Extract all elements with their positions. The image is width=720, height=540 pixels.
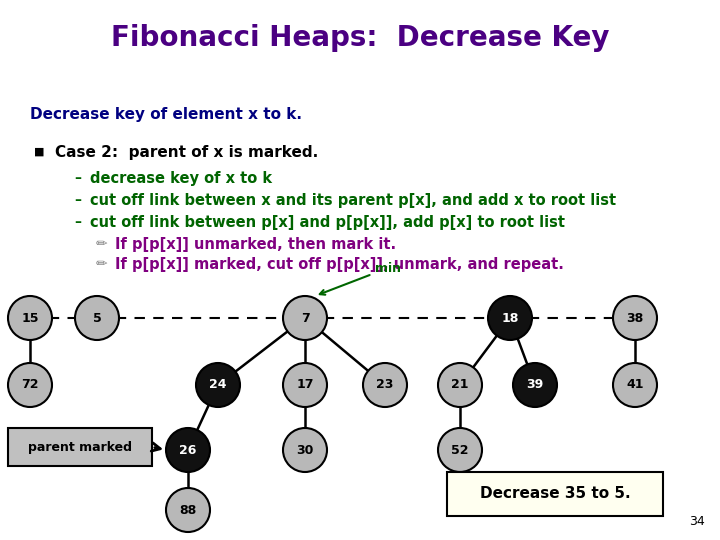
Text: 23: 23 [377, 379, 394, 392]
Text: ■: ■ [34, 147, 44, 157]
Text: parent marked: parent marked [28, 441, 132, 454]
Text: cut off link between p[x] and p[p[x]], add p[x] to root list: cut off link between p[x] and p[p[x]], a… [90, 214, 565, 230]
Text: 24: 24 [210, 379, 227, 392]
Text: If p[p[x]] unmarked, then mark it.: If p[p[x]] unmarked, then mark it. [115, 237, 396, 252]
Text: ✏: ✏ [95, 237, 107, 251]
Text: –: – [74, 215, 81, 229]
Text: 21: 21 [451, 379, 469, 392]
Circle shape [8, 296, 52, 340]
Circle shape [196, 363, 240, 407]
FancyBboxPatch shape [447, 472, 663, 516]
Text: 17: 17 [296, 379, 314, 392]
Text: 88: 88 [179, 503, 197, 516]
Text: ✏: ✏ [95, 257, 107, 271]
Text: 41: 41 [626, 379, 644, 392]
Circle shape [283, 363, 327, 407]
Text: –: – [74, 171, 81, 185]
Text: Fibonacci Heaps:  Decrease Key: Fibonacci Heaps: Decrease Key [111, 24, 609, 52]
Text: 18: 18 [501, 312, 518, 325]
Circle shape [166, 428, 210, 472]
Text: Decrease 35 to 5.: Decrease 35 to 5. [480, 487, 630, 502]
Text: 38: 38 [626, 312, 644, 325]
Circle shape [613, 363, 657, 407]
Text: cut off link between x and its parent p[x], and add x to root list: cut off link between x and its parent p[… [90, 192, 616, 207]
Text: –: – [74, 193, 81, 207]
Text: 5: 5 [93, 312, 102, 325]
Text: 15: 15 [22, 312, 39, 325]
Text: decrease key of x to k: decrease key of x to k [90, 171, 272, 186]
Text: Case 2:  parent of x is marked.: Case 2: parent of x is marked. [55, 145, 318, 159]
Circle shape [513, 363, 557, 407]
Text: 39: 39 [526, 379, 544, 392]
Text: Decrease key of element x to k.: Decrease key of element x to k. [30, 107, 302, 123]
Circle shape [283, 428, 327, 472]
Text: 52: 52 [451, 443, 469, 456]
Text: If p[p[x]] marked, cut off p[p[x]], unmark, and repeat.: If p[p[x]] marked, cut off p[p[x]], unma… [115, 256, 564, 272]
Text: min: min [320, 261, 401, 295]
Circle shape [438, 428, 482, 472]
Text: 7: 7 [301, 312, 310, 325]
Text: 34: 34 [689, 515, 705, 528]
FancyBboxPatch shape [8, 428, 152, 466]
Circle shape [75, 296, 119, 340]
Text: 26: 26 [179, 443, 197, 456]
Circle shape [438, 363, 482, 407]
Circle shape [283, 296, 327, 340]
Text: 72: 72 [22, 379, 39, 392]
Circle shape [363, 363, 407, 407]
Circle shape [8, 363, 52, 407]
Text: 30: 30 [297, 443, 314, 456]
Circle shape [488, 296, 532, 340]
Circle shape [166, 488, 210, 532]
Circle shape [613, 296, 657, 340]
